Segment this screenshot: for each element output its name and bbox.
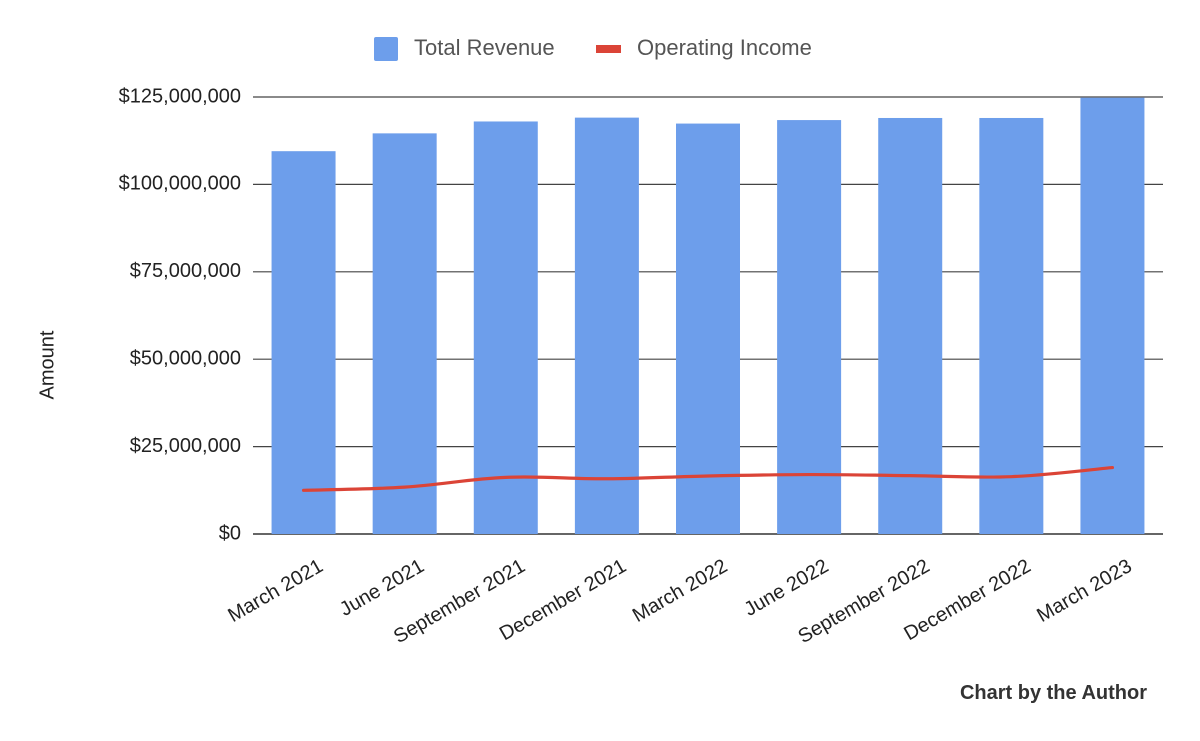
- y-tick-label: $100,000,000: [119, 173, 241, 195]
- operating-income-line: [301, 465, 1115, 492]
- legend-swatch-operating-income: [596, 45, 621, 53]
- revenue-bar: [777, 120, 842, 534]
- x-tick-label: March 2022: [629, 555, 731, 627]
- revenue-bar: [372, 133, 437, 534]
- legend: Total Revenue Operating Income: [374, 35, 812, 61]
- y-tick-label: $50,000,000: [130, 347, 241, 369]
- legend-label-total-revenue: Total Revenue: [414, 35, 555, 60]
- chart-credit: Chart by the Author: [960, 682, 1147, 704]
- revenue-bar: [271, 151, 336, 535]
- y-tick-label: $25,000,000: [130, 435, 241, 457]
- legend-swatch-total-revenue: [374, 37, 398, 61]
- y-tick-label: $0: [219, 522, 241, 544]
- legend-label-operating-income: Operating Income: [637, 35, 812, 60]
- revenue-bars: [271, 97, 1145, 535]
- x-tick-label: March 2023: [1033, 555, 1135, 627]
- revenue-bar: [574, 117, 639, 534]
- y-axis-title: Amount: [36, 330, 58, 399]
- revenue-bar: [979, 117, 1044, 534]
- x-tick-label: March 2021: [224, 555, 326, 627]
- x-tick-label: June 2022: [741, 555, 833, 621]
- revenue-bar: [878, 117, 943, 534]
- y-tick-label: $125,000,000: [119, 85, 241, 107]
- x-tick-label: June 2021: [336, 555, 428, 621]
- y-tick-label: $75,000,000: [130, 260, 241, 282]
- revenue-bar: [1080, 97, 1145, 534]
- revenue-bar: [676, 123, 740, 534]
- revenue-bar: [473, 121, 538, 535]
